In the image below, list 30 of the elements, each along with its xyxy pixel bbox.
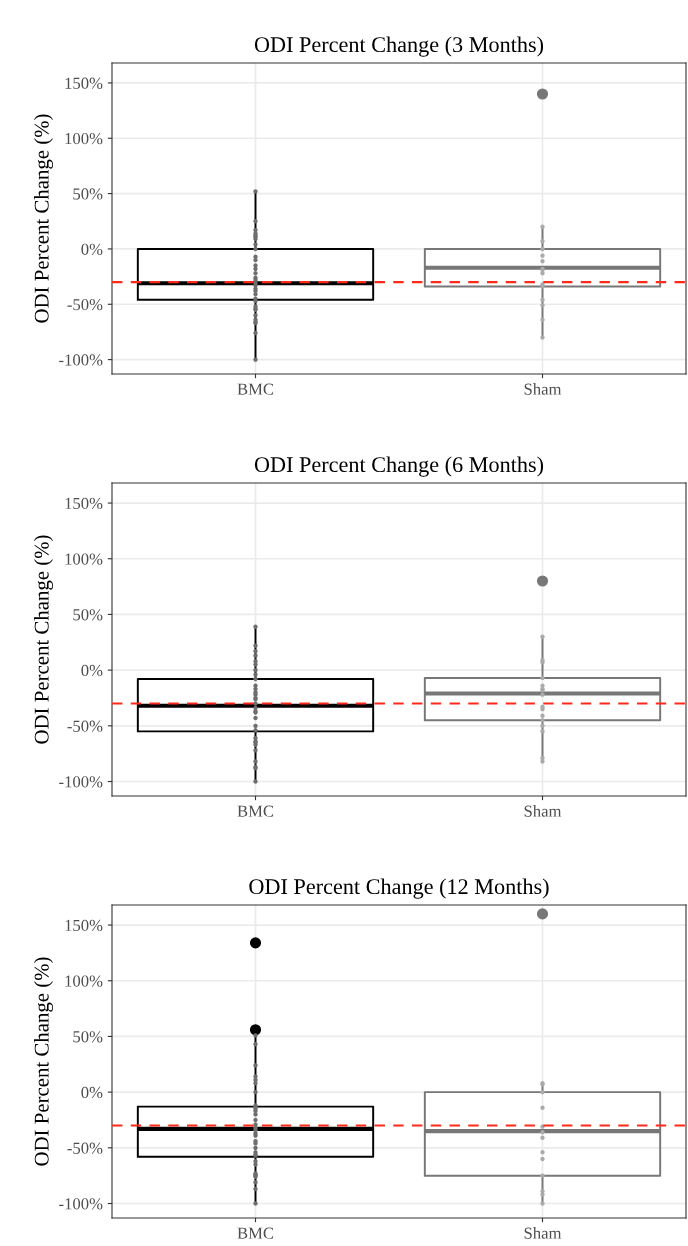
y-tick-label: 50% [73,1031,103,1043]
y-tick-label: 150% [65,497,103,510]
x-tick-label: BMC [237,805,274,817]
y-tick-label: 50% [73,609,103,621]
y-tick-label: 0% [81,664,103,677]
y-tick-label: 150% [65,77,103,89]
y-tick-label: -100% [59,354,103,366]
y-tick-label: 100% [65,553,103,565]
chart-title: ODI Percent Change (12 Months) [249,878,549,899]
y-tick-label: 0% [81,1086,103,1099]
y-tick-label: 100% [65,975,103,987]
y-axis-title: ODI Percent Change (%) [34,114,53,323]
y-tick-label: 0% [81,243,103,255]
y-tick-label: -50% [67,720,103,732]
x-tick-label: Sham [524,383,562,395]
y-tick-label: 150% [65,919,103,932]
x-tick-label: BMC [237,383,274,395]
chart-title: ODI Percent Change (3 Months) [254,36,544,57]
y-tick-label: 50% [73,188,103,200]
x-tick-label: BMC [237,1227,274,1239]
chart-title: ODI Percent Change (6 Months) [254,456,544,477]
y-axis-title: ODI Percent Change (%) [34,535,53,744]
y-tick-label: -100% [59,1198,103,1210]
y-tick-label: -50% [67,298,103,311]
y-tick-label: -50% [67,1142,103,1154]
y-tick-label: -100% [59,776,103,788]
x-tick-label: Sham [524,805,562,817]
y-axis-title: ODI Percent Change (%) [34,957,53,1166]
x-tick-label: Sham [524,1227,562,1239]
y-tick-label: 100% [65,132,103,145]
